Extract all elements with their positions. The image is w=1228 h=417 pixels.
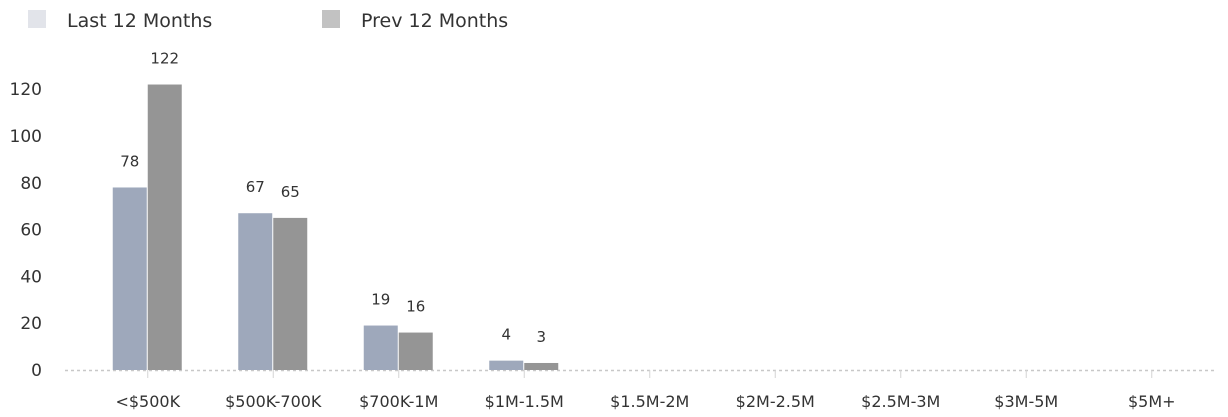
bar-last-12-months[interactable]: [112, 187, 147, 370]
bar-last-12-months[interactable]: [363, 325, 398, 370]
x-tick-label: $1M-1.5M: [485, 392, 564, 411]
legend-item-last-12-months[interactable]: Last 12 Months: [28, 10, 212, 32]
x-tick-label: $3M-5M: [994, 392, 1058, 411]
legend-item-prev-12-months[interactable]: Prev 12 Months: [322, 10, 508, 32]
data-label: 4: [501, 326, 511, 344]
bar-prev-12-months[interactable]: [398, 332, 433, 370]
x-tick-label: $2.5M-3M: [861, 392, 940, 411]
bar-prev-12-months[interactable]: [524, 362, 559, 370]
data-labels: 78 67 19 4 122 65 16 3: [120, 50, 546, 346]
y-tick-label: 20: [20, 314, 42, 334]
legend-swatch-last-12-months: [28, 10, 46, 28]
data-label: 122: [150, 50, 179, 68]
legend-label-prev-12-months: Prev 12 Months: [361, 10, 508, 32]
x-tick-label: <$500K: [115, 392, 180, 411]
y-tick-label: 80: [20, 174, 42, 194]
x-tick-label: $500K-700K: [225, 392, 322, 411]
data-label: 19: [371, 291, 390, 309]
data-label: 67: [246, 178, 265, 196]
y-tick-label: 100: [10, 127, 42, 147]
x-tick-label: $1.5M-2M: [610, 392, 689, 411]
legend: Last 12 Months Prev 12 Months: [28, 10, 508, 32]
bar-prev-12-months[interactable]: [273, 217, 308, 370]
bar-prev-12-months[interactable]: [147, 84, 182, 371]
legend-label-last-12-months: Last 12 Months: [67, 10, 212, 32]
x-tick-label: $5M+: [1128, 392, 1176, 411]
data-label: 78: [120, 152, 139, 170]
y-tick-label: 40: [20, 267, 42, 287]
x-tick-label: $2M-2.5M: [736, 392, 815, 411]
y-tick-label: 120: [10, 80, 42, 100]
x-axis: <$500K $500K-700K $700K-1M $1M-1.5M $1.5M-2M…: [65, 369, 1215, 411]
data-label: 65: [281, 183, 300, 201]
y-tick-label: 0: [31, 361, 42, 381]
y-axis: 0 20 40 60 80 100 120: [10, 80, 42, 381]
y-tick-label: 60: [20, 221, 42, 241]
data-label: 3: [536, 328, 546, 346]
data-label: 16: [406, 298, 425, 316]
bars: [112, 84, 559, 371]
x-tick-label: $700K-1M: [359, 392, 438, 411]
bar-last-12-months[interactable]: [238, 213, 273, 370]
bar-last-12-months[interactable]: [489, 360, 524, 370]
legend-swatch-prev-12-months: [322, 10, 340, 28]
